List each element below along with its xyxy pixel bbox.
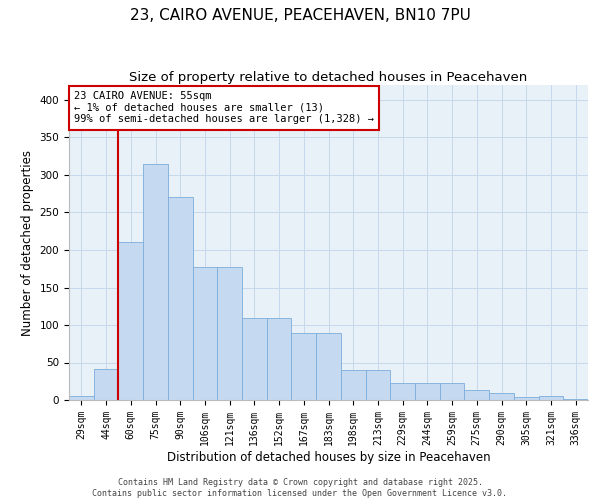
Bar bbox=[292, 332, 316, 400]
Text: Contains HM Land Registry data © Crown copyright and database right 2025.
Contai: Contains HM Land Registry data © Crown c… bbox=[92, 478, 508, 498]
Bar bbox=[316, 332, 341, 400]
Text: 23, CAIRO AVENUE, PEACEHAVEN, BN10 7PU: 23, CAIRO AVENUE, PEACEHAVEN, BN10 7PU bbox=[130, 8, 470, 22]
Bar bbox=[489, 392, 514, 400]
Bar bbox=[69, 396, 94, 400]
Bar bbox=[341, 370, 365, 400]
Title: Size of property relative to detached houses in Peacehaven: Size of property relative to detached ho… bbox=[130, 71, 527, 84]
Bar bbox=[390, 383, 415, 400]
Y-axis label: Number of detached properties: Number of detached properties bbox=[21, 150, 34, 336]
Bar bbox=[464, 390, 489, 400]
Bar bbox=[514, 397, 539, 400]
Bar bbox=[242, 318, 267, 400]
Bar bbox=[217, 266, 242, 400]
Bar bbox=[365, 370, 390, 400]
Bar bbox=[193, 266, 217, 400]
Bar bbox=[94, 368, 118, 400]
Bar bbox=[563, 398, 588, 400]
Bar bbox=[415, 383, 440, 400]
Bar bbox=[440, 383, 464, 400]
Bar bbox=[118, 242, 143, 400]
Bar bbox=[168, 198, 193, 400]
X-axis label: Distribution of detached houses by size in Peacehaven: Distribution of detached houses by size … bbox=[167, 450, 490, 464]
Text: 23 CAIRO AVENUE: 55sqm
← 1% of detached houses are smaller (13)
99% of semi-deta: 23 CAIRO AVENUE: 55sqm ← 1% of detached … bbox=[74, 92, 374, 124]
Bar bbox=[267, 318, 292, 400]
Bar bbox=[143, 164, 168, 400]
Bar bbox=[539, 396, 563, 400]
